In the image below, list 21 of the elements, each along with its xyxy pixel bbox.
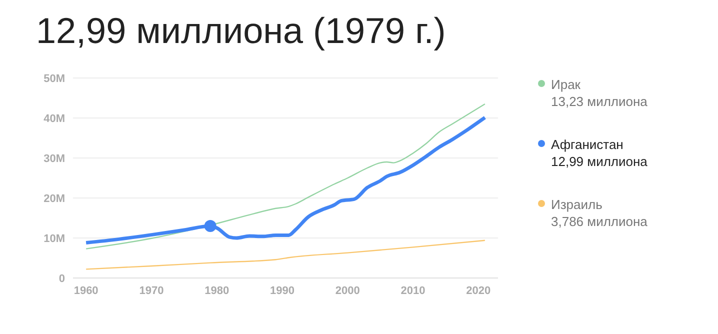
legend-label: Ирак — [551, 76, 582, 93]
x-tick-label: 1980 — [204, 284, 230, 297]
x-tick-label: 2000 — [335, 284, 360, 297]
legend-label: Израиль — [551, 196, 604, 213]
y-tick-label: 0 — [58, 272, 65, 285]
text: 13,23 миллиона — [551, 93, 648, 110]
x-tick-label: 1990 — [270, 284, 294, 297]
text: 12,99 миллиона — [551, 153, 648, 170]
x-tick-label: 1970 — [139, 284, 164, 297]
y-tick-label: 50M — [44, 72, 65, 85]
y-tick-label: 30M — [44, 152, 65, 165]
text: 3,786 миллиона — [551, 213, 648, 230]
legend-label: Афганистан — [551, 136, 624, 153]
x-tick-label: 2020 — [466, 284, 491, 297]
y-tick-label: 10M — [44, 232, 65, 245]
chart-title: 12,99 миллиона (1979 г.) — [36, 10, 446, 52]
x-tick-label: 1960 — [74, 284, 98, 297]
y-tick-label: 20M — [44, 192, 65, 205]
x-tick-label: 2010 — [400, 284, 426, 297]
y-tick-label: 40M — [44, 112, 65, 125]
line-series — [85, 240, 486, 270]
